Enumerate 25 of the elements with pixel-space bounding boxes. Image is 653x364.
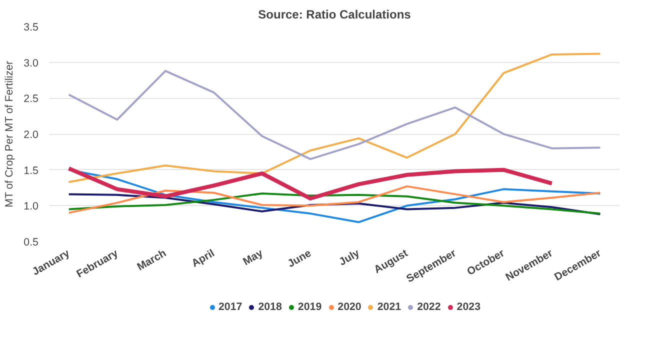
y-tick-label: 3.5 bbox=[24, 22, 39, 34]
y-tick-label: 2.0 bbox=[24, 129, 39, 141]
line-series bbox=[68, 70, 602, 160]
legend-label: 2021 bbox=[377, 301, 402, 313]
legend-label: 2023 bbox=[456, 301, 481, 313]
y-tick-label: 0.5 bbox=[24, 236, 39, 248]
line-series bbox=[68, 185, 602, 214]
legend-label: 2022 bbox=[417, 301, 441, 313]
x-tick-label: April bbox=[190, 247, 217, 270]
y-tick-label: 1.0 bbox=[24, 200, 39, 213]
line-series bbox=[66, 166, 554, 200]
chart-title: Source: Ratio Calculations bbox=[258, 8, 412, 22]
x-tick-label: May bbox=[241, 247, 266, 268]
line-series bbox=[68, 168, 602, 224]
x-tick-label: July bbox=[337, 247, 362, 268]
y-tick-label: 1.5 bbox=[24, 164, 39, 177]
legend-label: 2020 bbox=[338, 301, 362, 313]
legend-label: 2017 bbox=[218, 301, 242, 313]
y-tick-label: 2.5 bbox=[24, 93, 39, 106]
line-series bbox=[68, 52, 602, 184]
x-tick-label: June bbox=[286, 247, 314, 270]
legend-label: 2018 bbox=[258, 301, 282, 313]
y-tick-label: 3.0 bbox=[24, 57, 39, 70]
y-axis-title: MT of Crop Per MT of Fertilizer bbox=[4, 60, 16, 208]
legend-label: 2019 bbox=[298, 301, 322, 313]
